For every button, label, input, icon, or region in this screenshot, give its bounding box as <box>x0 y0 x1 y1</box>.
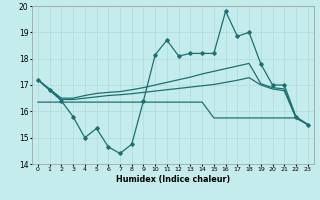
X-axis label: Humidex (Indice chaleur): Humidex (Indice chaleur) <box>116 175 230 184</box>
